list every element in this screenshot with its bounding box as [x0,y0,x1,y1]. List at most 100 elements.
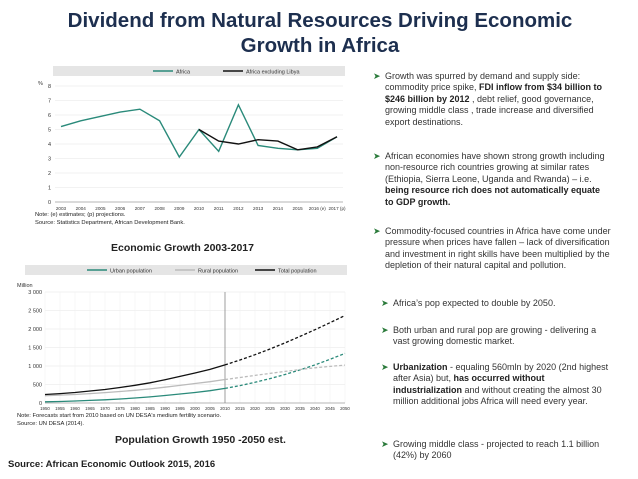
economic-growth-chart: Africa Africa excluding Libya 012345678 … [33,66,348,236]
x-tick-label: 2011 [214,206,224,211]
y-tick-label: 2 [48,171,51,177]
bullet-arrow-icon: ➤ [373,151,381,161]
y-tick-label: 0 [48,200,51,206]
x-tick-label: 2008 [154,206,165,211]
series-africa-ex-libya-line [198,128,338,151]
population-caption: Population Growth 1950 -2050 est. [115,434,286,446]
population-note: Note: Forecasts start from 2010 based on… [17,413,221,419]
x-tick-label: 2004 [76,206,87,211]
x-tick-label: 2005 [205,406,215,411]
x-tick-label: 1980 [130,406,140,411]
bullet-middle-class: ➤ Growing middle class - projected to re… [381,439,600,461]
growth-series [60,103,338,159]
series-urban-line-forecast [224,352,346,390]
x-tick-label: 2020 [250,406,260,411]
population-y-unit: Million [17,283,33,289]
x-tick-label: 2012 [233,206,244,211]
x-tick-label: 2016 (e) [309,206,327,211]
series-urban-line [44,387,226,403]
bullet-arrow-icon: ➤ [381,298,389,308]
bullet-arrow-icon: ➤ [381,325,389,335]
legend-rural: Rural population [198,269,238,275]
bullet-arrow-icon: ➤ [373,226,381,236]
x-tick-label: 2014 [273,206,284,211]
x-tick-label: 1995 [175,406,185,411]
series-rural-line [44,378,226,397]
growth-note: Note: (e) estimates; (p) projections. [35,212,126,218]
series-total-line [44,364,226,396]
x-tick-label: 2015 [235,406,245,411]
y-tick-label: 5 [48,128,51,134]
growth-x-ticks: 2003 2004 2005 2006 2007 2008 2009 2010 2011 2012… [56,206,346,211]
population-source: Source: UN DESA (2014). [17,421,84,427]
x-tick-label: 2000 [190,406,200,411]
x-tick-label: 1975 [115,406,125,411]
series-total-line-forecast [224,314,346,366]
x-tick-label: 2017 (p) [328,206,346,211]
y-tick-label: 7 [48,99,51,105]
y-tick-label: 3 000 [28,290,42,296]
x-tick-label: 1950 [40,406,50,411]
bullet-growth-drivers: ➤ Growth was spurred by demand and suppl… [373,71,603,127]
chart-background [33,66,348,236]
slide-title: Dividend from Natural Resources Driving … [20,8,620,58]
x-tick-label: 1990 [160,406,170,411]
bullet-urbanization: ➤ Urbanization - equaling 560mln by 2020… [381,362,609,407]
source-footnote: Source: African Economic Outlook 2015, 2… [8,459,216,470]
legend-urban: Urban population [110,269,152,275]
x-tick-label: 2013 [253,206,264,211]
x-tick-label: 1985 [145,406,155,411]
x-tick-label: 1965 [85,406,95,411]
x-tick-label: 2009 [174,206,185,211]
legend-bar [53,66,345,76]
bullet-arrow-icon: ➤ [381,439,389,449]
y-tick-label: 3 [48,157,51,163]
y-tick-label: 1 [48,186,51,192]
series-rural-line-forecast [224,364,346,381]
population-y-ticks: 0 500 1 000 1 500 2 000 2 500 3 000 [28,290,42,407]
y-tick-label: 4 [48,142,51,148]
x-tick-label: 2015 [292,206,303,211]
x-tick-label: 1970 [100,406,110,411]
y-tick-label: 8 [48,84,51,90]
x-tick-label: 2040 [310,406,320,411]
growth-caption: Economic Growth 2003-2017 [111,242,254,254]
x-tick-label: 2050 [340,406,350,411]
y-tick-label: 2 500 [28,309,42,315]
y-tick-label: 500 [33,383,42,389]
population-x-ticks: 1950 1955 1960 1965 1970 1975 1980 1985 1990 1995… [40,406,350,411]
x-tick-label: 2010 [220,406,230,411]
population-grid [44,291,346,404]
growth-y-unit: % [38,81,43,87]
population-chart: Urban population Rural population Total … [15,265,350,430]
bullet-arrow-icon: ➤ [381,362,389,372]
bullet-arrow-icon: ➤ [373,71,381,81]
x-tick-label: 2010 [194,206,205,211]
legend-africa: Africa [176,70,191,76]
x-tick-label: 2006 [115,206,126,211]
x-tick-label: 2003 [56,206,67,211]
x-tick-label: 2007 [135,206,146,211]
population-series [44,314,346,403]
bullet-urban-rural: ➤ Both urban and rural pop are growing -… [381,325,597,347]
title-line-1: Dividend from Natural Resources Driving … [67,9,573,32]
x-tick-label: 1955 [55,406,65,411]
legend-total: Total population [278,269,317,275]
y-tick-label: 1 500 [28,346,42,352]
growth-y-ticks: 0 1 2 3 4 5 6 7 8 [48,84,51,206]
y-tick-label: 2 000 [28,327,42,333]
x-tick-label: 2045 [325,406,335,411]
y-tick-label: 6 [48,113,51,119]
x-tick-label: 2030 [280,406,290,411]
legend-africa-ex-libya: Africa excluding Libya [246,70,300,76]
x-tick-label: 1960 [70,406,80,411]
bullet-list: ➤ Growth was spurred by demand and suppl… [373,0,613,479]
x-tick-label: 2025 [265,406,275,411]
bullet-non-resource-growth: ➤ African economies have shown strong gr… [373,151,605,207]
bullet-commodity-pressure: ➤ Commodity-focused countries in Africa … [373,226,611,271]
title-line-2: Growth in Africa [240,34,400,57]
y-tick-label: 0 [39,401,42,407]
bullet-population-double: ➤ Africa’s pop expected to double by 205… [381,298,556,308]
growth-source: Source: Statistics Department, African D… [35,220,185,226]
y-tick-label: 1 000 [28,364,42,370]
